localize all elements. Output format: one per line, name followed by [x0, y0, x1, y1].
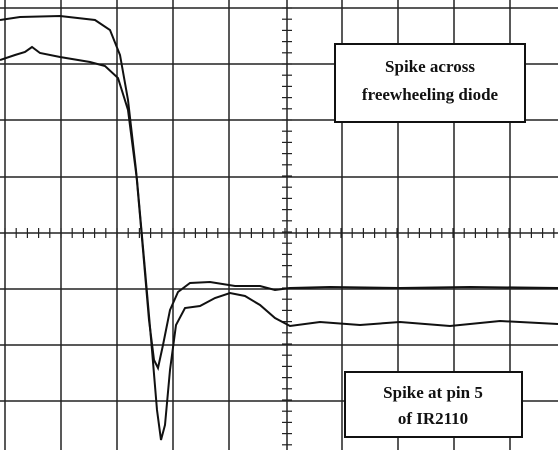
annotation-text: of IR2110	[398, 409, 468, 428]
annotation-box	[335, 44, 525, 122]
oscilloscope-screen: Spike across freewheeling diode Spike at…	[0, 0, 558, 450]
annotation-text: Spike at pin 5	[383, 383, 483, 402]
page: {"annotations": [ {"lines": ["Spike acro…	[0, 0, 558, 450]
annotation-text: Spike across	[385, 57, 475, 76]
annotation-text: freewheeling diode	[362, 85, 499, 104]
